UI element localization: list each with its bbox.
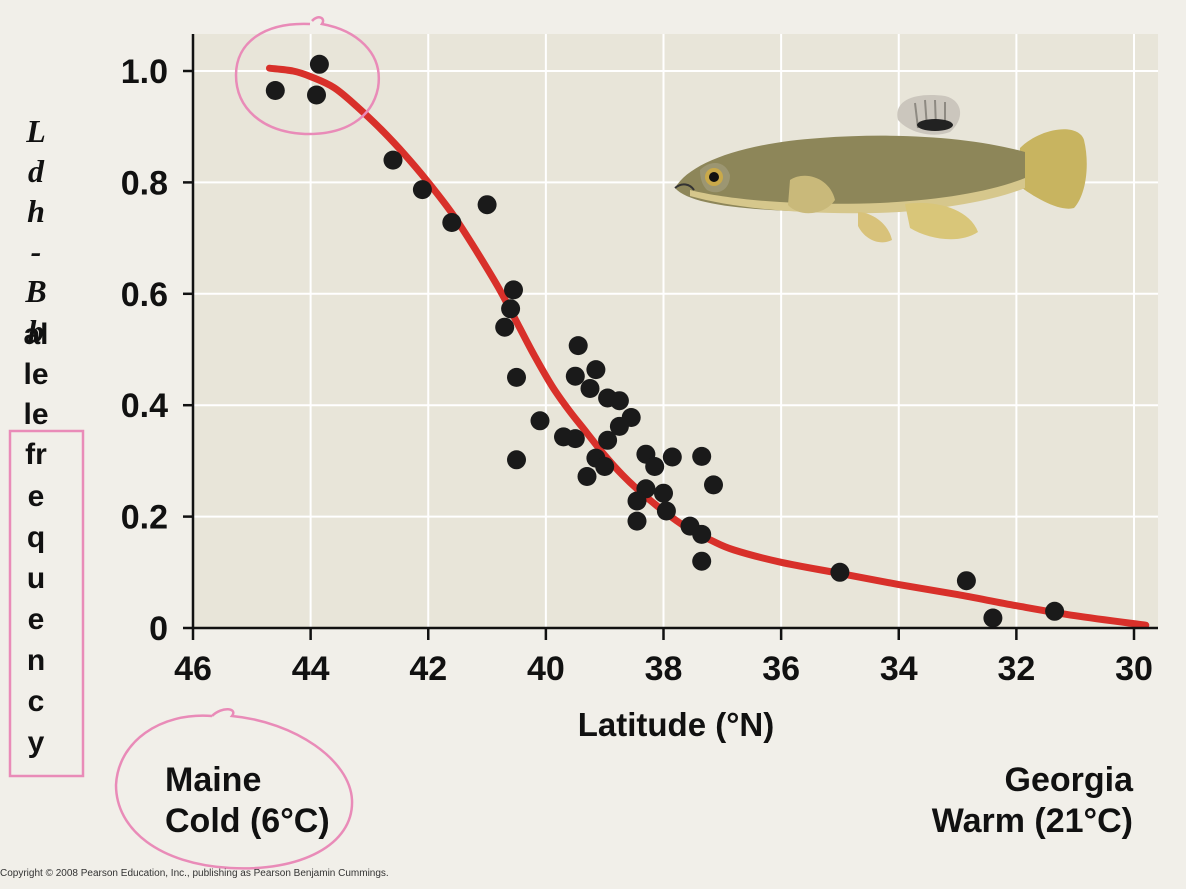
data-point <box>504 280 523 300</box>
data-point <box>609 391 629 411</box>
data-points <box>265 54 1065 628</box>
annotation-circle-top <box>234 16 381 136</box>
data-point <box>565 366 585 386</box>
x-tick-label: 40 <box>527 650 565 688</box>
data-point <box>568 336 588 356</box>
y-tick-label: 0 <box>149 610 168 648</box>
x-tick-label: 34 <box>880 650 918 688</box>
fit-curve <box>266 64 1150 629</box>
annotation-box-frequency <box>8 429 85 778</box>
data-point <box>565 429 585 449</box>
data-point <box>507 450 526 470</box>
data-point <box>383 150 403 170</box>
data-point <box>704 475 723 495</box>
data-point <box>656 501 676 521</box>
x-tick-label: 44 <box>292 650 330 688</box>
x-tick-label: 38 <box>645 650 683 688</box>
y-tick-label: 0.4 <box>121 387 168 425</box>
data-point <box>595 457 615 476</box>
x-tick-label: 32 <box>997 650 1035 688</box>
y-tick-label: 0.8 <box>121 164 168 202</box>
y-tick-label: 0.6 <box>121 276 168 314</box>
data-point <box>983 608 1003 628</box>
region-maine-temperature: Cold (6°C) <box>165 802 330 840</box>
copyright-notice: Copyright © 2008 Pearson Education, Inc.… <box>0 868 389 879</box>
data-point <box>1045 601 1065 621</box>
data-point <box>609 416 629 436</box>
axis-ticks: 46 44 42 40 38 36 34 32 30 0 0.2 0.4 0.6 0.8 1.0 <box>121 53 1153 688</box>
annotation-circle-bottom <box>114 708 354 870</box>
data-point <box>830 562 850 582</box>
region-georgia-temperature: Warm (21°C) <box>932 802 1133 840</box>
data-point <box>580 379 600 398</box>
x-tick-label: 30 <box>1115 650 1153 688</box>
data-point <box>577 467 597 486</box>
data-point <box>265 81 285 100</box>
data-point <box>956 571 976 591</box>
y-tick-label: 1.0 <box>121 53 168 91</box>
x-axis-title: Latitude (°N) <box>578 706 775 743</box>
data-point <box>412 180 432 200</box>
data-point <box>598 430 618 450</box>
data-point <box>654 483 673 503</box>
data-point <box>692 551 712 571</box>
data-point <box>645 457 665 476</box>
x-tick-label: 36 <box>762 650 800 688</box>
data-point <box>627 511 647 531</box>
x-tick-label: 42 <box>409 650 447 688</box>
killifish-illustration <box>674 95 1087 243</box>
data-point <box>586 360 606 380</box>
data-point <box>627 491 647 511</box>
data-point <box>692 446 712 466</box>
data-point <box>495 317 515 337</box>
data-point <box>692 524 712 544</box>
data-point <box>442 213 462 232</box>
data-point <box>530 411 550 431</box>
x-tick-label: 46 <box>174 650 212 688</box>
data-point <box>507 367 526 387</box>
data-point <box>501 299 521 319</box>
region-georgia-label: Georgia <box>1005 761 1135 799</box>
y-tick-label: 0.2 <box>121 499 168 537</box>
data-point <box>662 447 682 467</box>
data-point <box>477 195 497 215</box>
data-point <box>309 54 329 74</box>
region-maine-label: Maine <box>165 761 261 799</box>
data-point <box>307 85 326 105</box>
plot-area <box>193 34 1158 628</box>
